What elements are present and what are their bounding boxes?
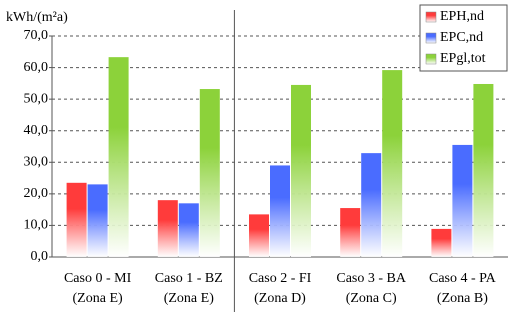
y-tick-label: 70,0 bbox=[24, 28, 49, 43]
legend-swatch bbox=[425, 32, 437, 44]
bar bbox=[452, 144, 473, 257]
legend-swatch bbox=[425, 11, 437, 23]
bar bbox=[87, 184, 108, 257]
bar bbox=[382, 70, 403, 258]
bar bbox=[249, 214, 269, 257]
x-tick-label: (Zona C) bbox=[346, 291, 397, 306]
bar bbox=[340, 208, 361, 257]
legend-label: EPC,nd bbox=[440, 30, 483, 45]
y-axis-title: kWh/(m²a) bbox=[6, 10, 68, 25]
legend-swatch bbox=[425, 53, 437, 65]
x-tick-label: (Zona E) bbox=[73, 291, 123, 306]
bar bbox=[66, 182, 87, 257]
x-tick-label: (Zona B) bbox=[437, 291, 488, 306]
bar bbox=[157, 200, 178, 257]
y-tick-label: 50,0 bbox=[24, 91, 49, 106]
y-tick-label: 20,0 bbox=[24, 186, 49, 201]
x-tick-label: Caso 2 - FI bbox=[249, 271, 312, 286]
y-tick-label: 60,0 bbox=[24, 60, 49, 75]
bar bbox=[291, 84, 311, 257]
x-tick-label: Caso 3 - BA bbox=[336, 271, 407, 286]
bar bbox=[473, 83, 494, 257]
x-tick-label: Caso 0 - MI bbox=[64, 271, 132, 286]
x-tick-label: (Zona D) bbox=[254, 291, 306, 306]
bar bbox=[270, 165, 290, 257]
bar bbox=[178, 203, 199, 257]
x-tick-label: Caso 1 - BZ bbox=[155, 271, 223, 286]
bar bbox=[108, 57, 129, 257]
y-tick-label: 0,0 bbox=[31, 249, 49, 264]
y-tick-label: 10,0 bbox=[24, 218, 49, 233]
y-tick-label: 40,0 bbox=[24, 123, 49, 138]
bar bbox=[199, 89, 220, 257]
bar bbox=[361, 153, 382, 257]
y-tick-label: 30,0 bbox=[24, 155, 49, 170]
x-tick-label: Caso 4 - PA bbox=[429, 271, 497, 286]
x-tick-label: (Zona E) bbox=[164, 291, 214, 306]
bar bbox=[431, 228, 452, 257]
legend-label: EPH,nd bbox=[440, 9, 484, 24]
legend-label: EPgl,tot bbox=[440, 51, 486, 66]
